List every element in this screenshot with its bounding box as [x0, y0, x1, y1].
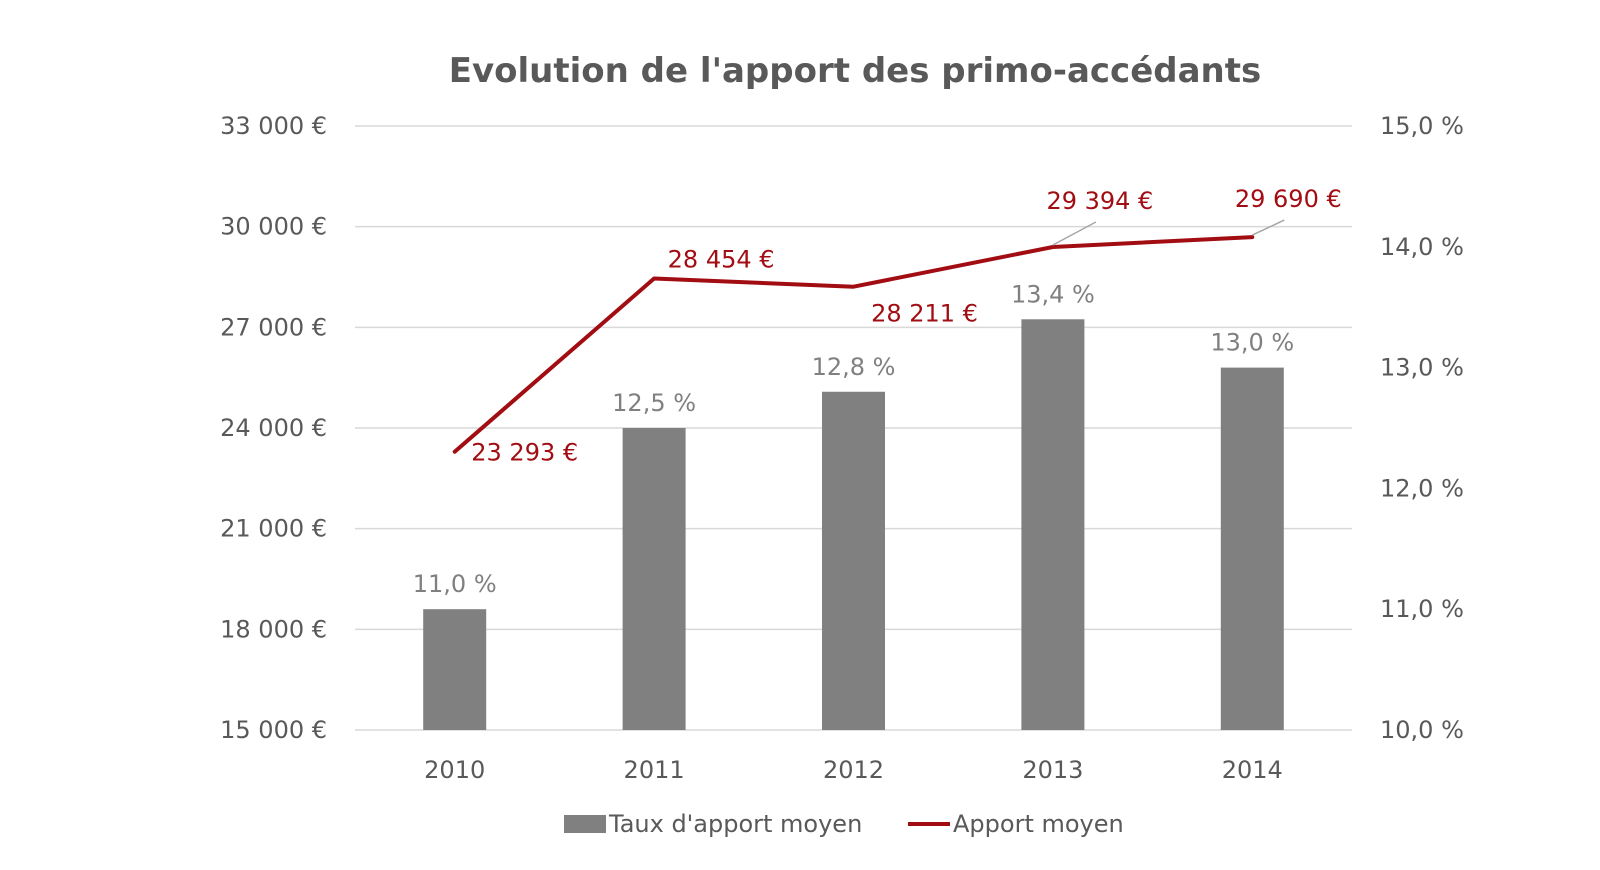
y-right-tick-label: 13,0 %: [1380, 354, 1464, 382]
line-data-label: 29 690 €: [1235, 185, 1342, 213]
line-data-label: 28 211 €: [871, 300, 978, 328]
bar: [622, 428, 686, 730]
bar: [423, 609, 487, 730]
bar: [1021, 319, 1085, 730]
legend: Taux d'apport moyen Apport moyen: [564, 810, 1124, 838]
y-left-tick-label: 33 000 €: [220, 112, 327, 140]
y-right-tick-label: 11,0 %: [1380, 595, 1464, 623]
line-path: [452, 235, 1255, 454]
bar-data-label: 13,4 %: [1011, 280, 1095, 308]
line-series: 23 293 € 28 454 € 28 211 € 29 394 € 29 690 €: [452, 185, 1342, 467]
y-left-tick-label: 15 000 €: [220, 716, 327, 744]
axes: 15 000 € 18 000 € 21 000 € 24 000 € 27 000 €…: [220, 112, 1464, 784]
x-tick-label: 2014: [1222, 756, 1283, 784]
y-right-tick-label: 14,0 %: [1380, 233, 1464, 261]
y-right-tick-label: 10,0 %: [1380, 716, 1464, 744]
y-right-tick-label: 15,0 %: [1380, 112, 1464, 140]
bar-data-label: 12,8 %: [812, 353, 896, 381]
x-tick-label: 2010: [424, 756, 485, 784]
line-data-label: 29 394 €: [1046, 187, 1153, 215]
line-data-label: 23 293 €: [471, 439, 578, 467]
legend-label-bar: Taux d'apport moyen: [608, 810, 862, 838]
leader-line: [1052, 221, 1097, 246]
x-tick-label: 2011: [624, 756, 685, 784]
chart-title: Evolution de l'apport des primo-accédant…: [449, 51, 1261, 91]
leader-line: [1251, 219, 1285, 236]
bar: [822, 391, 885, 730]
y-left-tick-label: 30 000 €: [220, 213, 327, 241]
legend-label-line: Apport moyen: [953, 810, 1124, 838]
y-right-tick-label: 12,0 %: [1380, 474, 1464, 502]
bar-data-label: 11,0 %: [413, 570, 497, 598]
x-tick-label: 2013: [1022, 756, 1083, 784]
bar-data-label: 13,0 %: [1210, 329, 1294, 357]
bar-series: 11,0 % 12,5 % 12,8 % 13,4 % 13,0 %: [413, 280, 1294, 730]
y-left-tick-label: 18 000 €: [220, 615, 327, 643]
bar-data-label: 12,5 %: [612, 389, 696, 417]
line-data-label: 28 454 €: [668, 246, 775, 274]
y-left-tick-label: 21 000 €: [220, 515, 327, 543]
y-left-tick-label: 27 000 €: [220, 313, 327, 341]
bar: [1220, 367, 1284, 730]
x-tick-label: 2012: [823, 756, 884, 784]
y-left-tick-label: 24 000 €: [220, 414, 327, 442]
legend-swatch-bar: [564, 815, 606, 833]
